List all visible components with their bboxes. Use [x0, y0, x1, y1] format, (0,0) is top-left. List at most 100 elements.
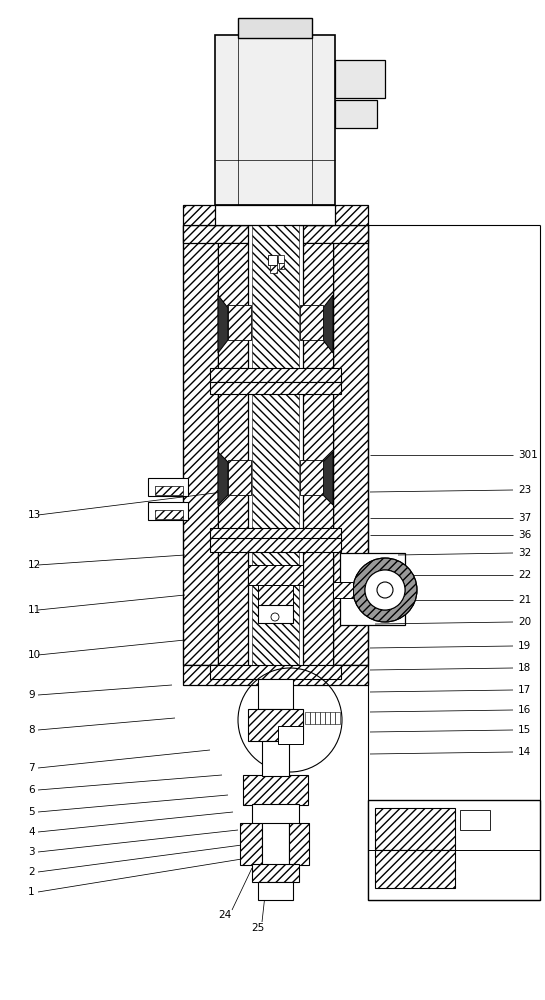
- Bar: [310, 712, 314, 724]
- Bar: [460, 810, 490, 830]
- Bar: [248, 225, 303, 675]
- Text: 2: 2: [28, 867, 35, 877]
- Bar: [210, 665, 341, 679]
- Bar: [183, 665, 368, 685]
- Text: 12: 12: [28, 560, 41, 570]
- Bar: [218, 382, 260, 530]
- Text: 24: 24: [219, 910, 232, 920]
- Bar: [375, 850, 455, 888]
- Bar: [262, 823, 289, 865]
- Bar: [243, 775, 308, 805]
- Bar: [183, 225, 218, 665]
- Bar: [155, 486, 183, 495]
- Bar: [228, 305, 251, 340]
- Bar: [215, 205, 335, 225]
- Text: 16: 16: [518, 705, 531, 715]
- Bar: [215, 35, 335, 205]
- Text: 6: 6: [28, 785, 35, 795]
- Text: A: A: [278, 730, 286, 740]
- Bar: [218, 540, 260, 665]
- Bar: [300, 460, 323, 495]
- Text: 1: 1: [28, 887, 35, 897]
- Bar: [279, 263, 284, 269]
- Bar: [183, 225, 368, 243]
- Text: 21: 21: [518, 595, 531, 605]
- Bar: [258, 679, 293, 709]
- Bar: [252, 804, 299, 824]
- Bar: [258, 882, 293, 900]
- Bar: [300, 305, 323, 340]
- Bar: [155, 510, 183, 519]
- Bar: [270, 265, 277, 273]
- Bar: [320, 712, 324, 724]
- Bar: [340, 553, 405, 625]
- Text: 22: 22: [518, 570, 531, 580]
- Bar: [258, 585, 293, 605]
- Text: 8: 8: [28, 725, 35, 735]
- Bar: [210, 368, 341, 382]
- Text: 11: 11: [28, 605, 41, 615]
- Polygon shape: [218, 452, 228, 505]
- Bar: [375, 808, 455, 850]
- Text: 32: 32: [518, 548, 531, 558]
- Text: 5: 5: [28, 807, 35, 817]
- Bar: [258, 605, 293, 623]
- Text: 301: 301: [518, 450, 538, 460]
- Polygon shape: [323, 295, 333, 353]
- Text: 15: 15: [518, 725, 531, 735]
- Circle shape: [271, 613, 279, 621]
- Bar: [268, 255, 277, 265]
- Text: 25: 25: [251, 923, 265, 933]
- Bar: [183, 205, 368, 225]
- Bar: [291, 243, 333, 368]
- Bar: [238, 18, 312, 38]
- Text: 3: 3: [28, 847, 35, 857]
- Bar: [248, 709, 303, 741]
- Bar: [289, 823, 309, 865]
- Text: 20: 20: [518, 617, 531, 627]
- Bar: [335, 60, 385, 98]
- Text: 7: 7: [28, 763, 35, 773]
- Bar: [291, 540, 333, 665]
- Bar: [210, 382, 341, 394]
- Bar: [210, 538, 341, 552]
- Text: 23: 23: [518, 485, 531, 495]
- Circle shape: [377, 582, 393, 598]
- Bar: [333, 225, 368, 665]
- Polygon shape: [323, 452, 333, 505]
- Bar: [148, 502, 188, 520]
- Bar: [315, 712, 319, 724]
- Bar: [278, 726, 303, 744]
- Bar: [333, 582, 353, 598]
- Bar: [252, 225, 299, 675]
- Text: 9: 9: [28, 690, 35, 700]
- Bar: [325, 712, 330, 724]
- Polygon shape: [218, 295, 228, 353]
- Bar: [305, 712, 310, 724]
- Bar: [330, 712, 335, 724]
- Text: 13: 13: [28, 510, 41, 520]
- Circle shape: [365, 570, 405, 610]
- Text: 37: 37: [518, 513, 531, 523]
- Bar: [335, 100, 377, 128]
- Bar: [210, 528, 341, 540]
- Bar: [278, 255, 284, 263]
- Wedge shape: [353, 558, 417, 622]
- Bar: [252, 864, 299, 882]
- Text: 36: 36: [518, 530, 531, 540]
- Text: 19: 19: [518, 641, 531, 651]
- Bar: [240, 823, 262, 865]
- Text: 18: 18: [518, 663, 531, 673]
- Bar: [368, 800, 540, 900]
- Bar: [291, 382, 333, 530]
- Bar: [335, 712, 340, 724]
- Text: 14: 14: [518, 747, 531, 757]
- Bar: [262, 741, 289, 776]
- Bar: [218, 243, 260, 368]
- Text: 17: 17: [518, 685, 531, 695]
- Text: 4: 4: [28, 827, 35, 837]
- Bar: [228, 460, 251, 495]
- Bar: [248, 565, 303, 585]
- Bar: [148, 478, 188, 496]
- Text: 10: 10: [28, 650, 41, 660]
